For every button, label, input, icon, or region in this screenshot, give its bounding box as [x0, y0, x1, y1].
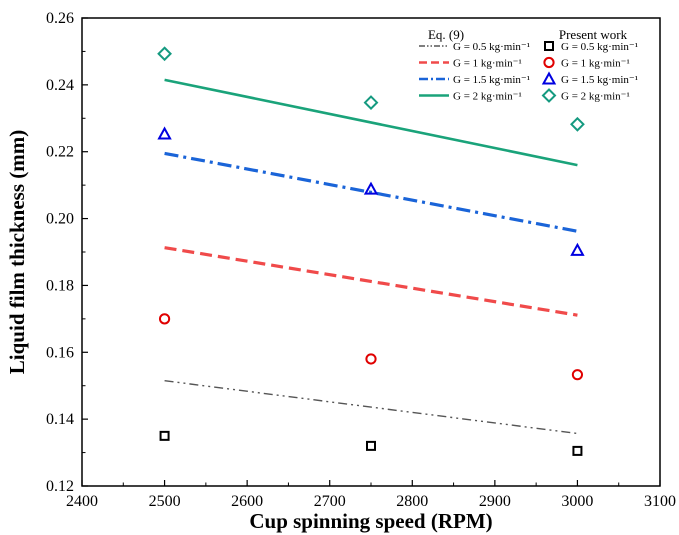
data-point-square: [161, 432, 169, 440]
y-tick-label: 0.14: [46, 411, 74, 428]
legend-header-lines: Eq. (9): [428, 27, 464, 42]
x-tick-label: 3000: [561, 493, 593, 510]
data-point-diamond: [365, 97, 377, 109]
y-tick-label: 0.18: [46, 277, 74, 294]
series-line-1: [165, 248, 578, 316]
legend-header-points: Present work: [559, 27, 628, 42]
legend-label: G = 2 kg·min⁻¹: [453, 91, 522, 103]
legend-label: G = 2 kg·min⁻¹: [561, 91, 630, 103]
series-line: [165, 381, 578, 434]
x-tick-label: 2700: [314, 493, 346, 510]
data-point-square: [573, 447, 581, 455]
plot-layer: [159, 48, 584, 455]
data-point-square: [367, 442, 375, 450]
y-tick-label: 0.24: [46, 77, 74, 94]
legend-label: G = 0.5 kg·min⁻¹: [561, 41, 638, 53]
legend-label: G = 1.5 kg·min⁻¹: [561, 74, 638, 86]
y-tick-label: 0.20: [46, 211, 74, 228]
legend-label: G = 0.5 kg·min⁻¹: [453, 41, 530, 53]
legend-marker-triangle: [544, 74, 555, 84]
legend-marker-circle: [544, 58, 553, 67]
series-line: [165, 248, 578, 316]
legend-label: G = 1 kg·min⁻¹: [453, 58, 522, 70]
x-tick-label: 2800: [396, 493, 428, 510]
data-point-diamond: [159, 48, 171, 60]
data-point-triangle: [159, 128, 170, 138]
legend-label: G = 1 kg·min⁻¹: [561, 58, 630, 70]
y-tick-label: 0.26: [46, 10, 74, 27]
x-tick-label: 2900: [479, 493, 511, 510]
x-tick-label: 2600: [231, 493, 263, 510]
x-axis-title: Cup spinning speed (RPM): [249, 509, 492, 533]
data-point-circle: [366, 354, 375, 363]
legend-marker-square: [545, 42, 553, 50]
series-line-0: [165, 381, 578, 434]
series-line-2: [165, 153, 578, 231]
series-points-5: [160, 314, 582, 379]
y-axis-title: Liquid film thickness (mm): [5, 130, 29, 374]
data-point-diamond: [571, 118, 583, 130]
y-tick-label: 0.12: [46, 478, 74, 495]
x-tick-label: 2400: [66, 493, 98, 510]
data-point-circle: [160, 314, 169, 323]
y-tick-label: 0.16: [46, 344, 74, 361]
x-tick-label: 3100: [644, 493, 676, 510]
x-tick-label: 2500: [149, 493, 181, 510]
legend-label: G = 1.5 kg·min⁻¹: [453, 74, 530, 86]
data-point-triangle: [572, 245, 583, 255]
series-line: [165, 153, 578, 231]
series-points-4: [161, 432, 582, 455]
y-tick-label: 0.22: [46, 144, 74, 161]
legend-marker-diamond: [543, 90, 555, 102]
data-point-circle: [573, 370, 582, 379]
